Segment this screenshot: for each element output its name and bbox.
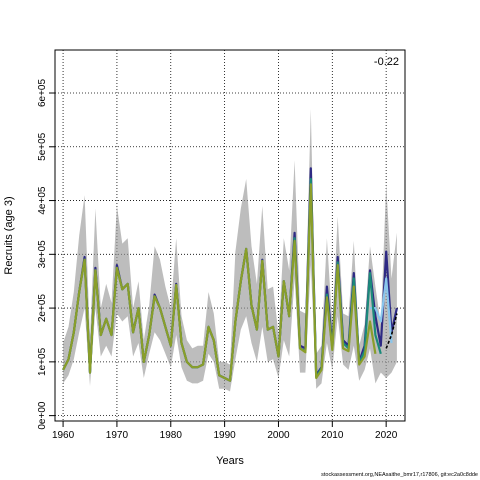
series-lines-layer bbox=[62, 167, 398, 382]
y-tick-label: 5e+05 bbox=[37, 132, 48, 161]
x-axis-ticks: 1960 1970 1980 1990 2000 2010 2020 bbox=[52, 421, 398, 441]
y-tick-label: 3e+05 bbox=[37, 240, 48, 269]
x-axis-label: Years bbox=[216, 455, 244, 467]
series-line-3 bbox=[62, 183, 377, 382]
source-credit: stockassessment.org,NEAsaithe_bmr17,r178… bbox=[321, 472, 478, 478]
x-tick-label: 2020 bbox=[375, 430, 398, 441]
plot-frame bbox=[54, 49, 406, 422]
y-tick-label: 6e+05 bbox=[37, 79, 48, 108]
y-axis-ticks: 0e+00 1e+05 2e+05 3e+05 4e+05 5e+05 6e+05 bbox=[37, 79, 55, 430]
confidence-band bbox=[63, 109, 397, 392]
x-tick-label: 1970 bbox=[106, 430, 129, 441]
corner-value-label: -0.22 bbox=[374, 56, 399, 68]
x-tick-label: 1980 bbox=[160, 430, 183, 441]
confidence-band-layer bbox=[63, 109, 397, 392]
x-tick-label: 1960 bbox=[52, 430, 75, 441]
x-tick-label: 2010 bbox=[321, 430, 344, 441]
y-tick-label: 2e+05 bbox=[37, 294, 48, 323]
x-tick-label: 1990 bbox=[213, 430, 236, 441]
x-tick-label: 2000 bbox=[267, 430, 290, 441]
y-axis-label: Recruits (age 3) bbox=[3, 196, 15, 274]
y-tick-label: 1e+05 bbox=[37, 347, 48, 376]
y-tick-label: 0e+00 bbox=[37, 401, 48, 430]
y-tick-label: 4e+05 bbox=[37, 186, 48, 215]
